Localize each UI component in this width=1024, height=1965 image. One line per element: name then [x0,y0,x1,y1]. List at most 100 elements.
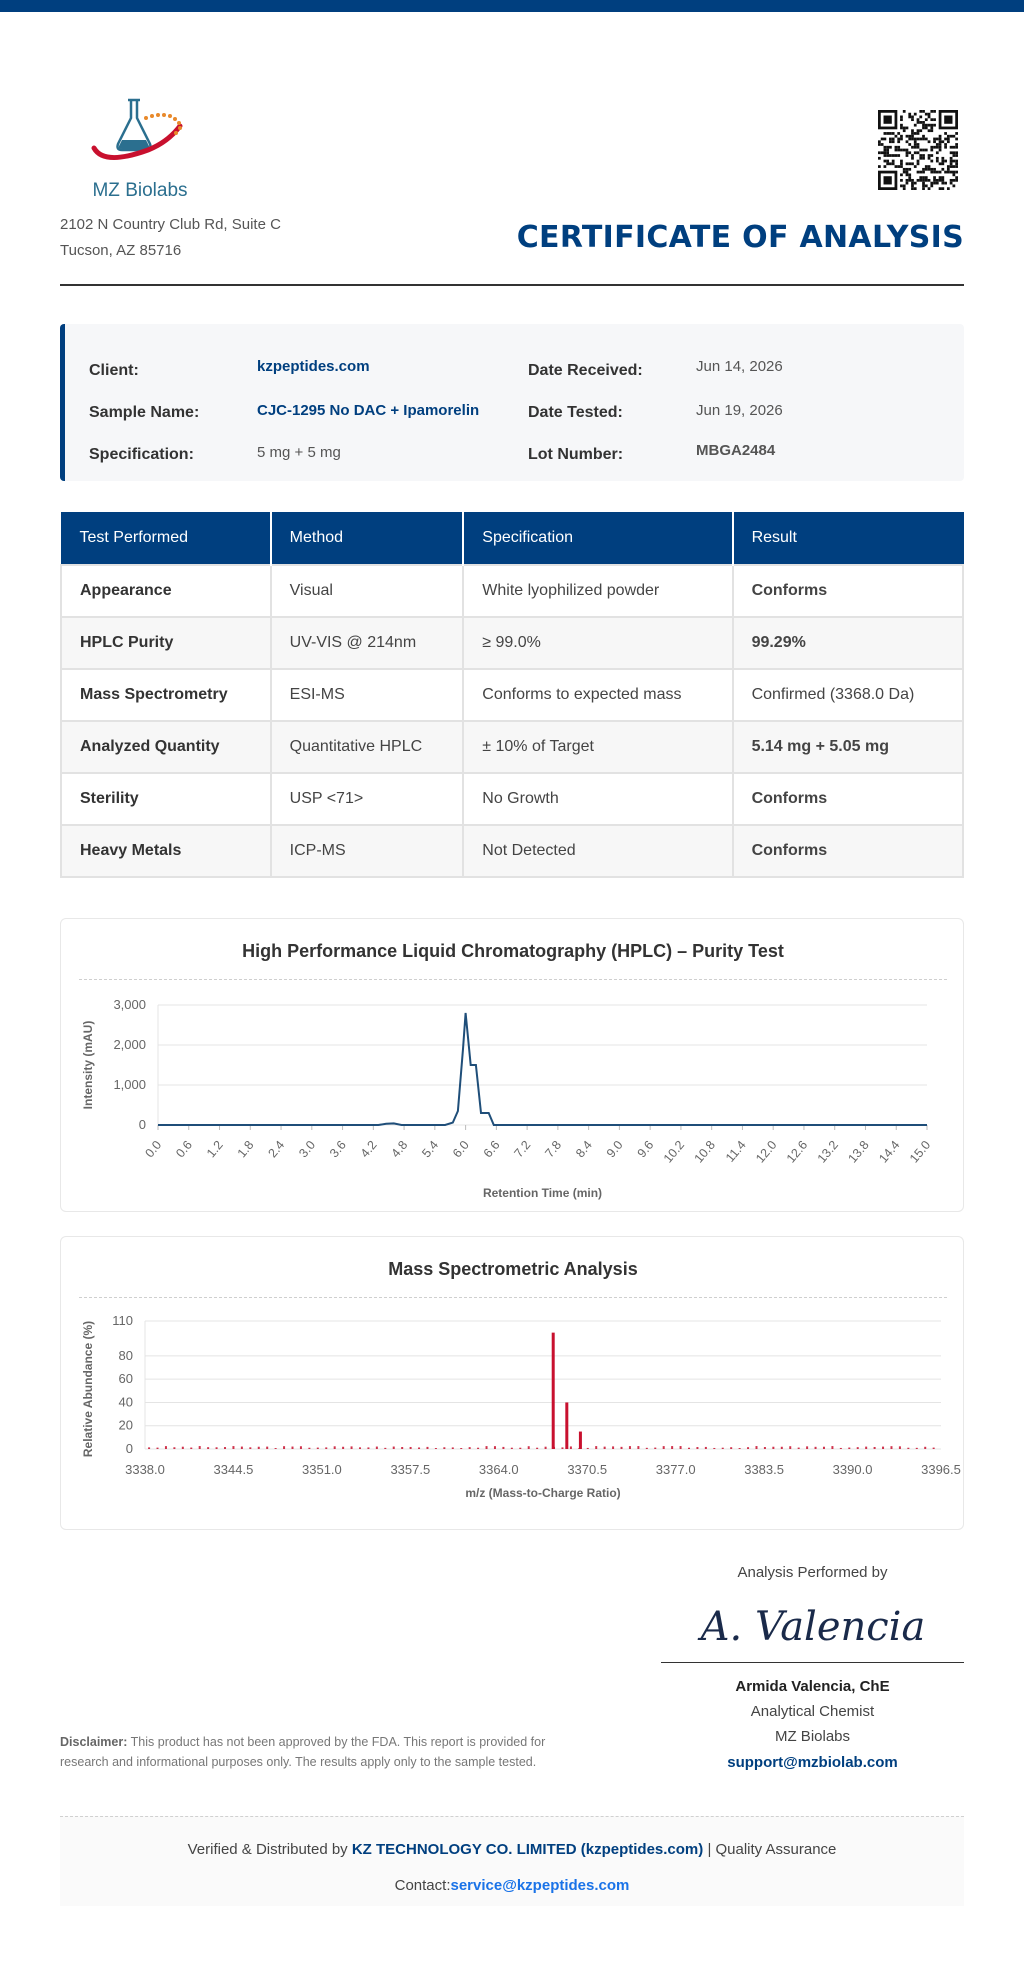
qr-module [891,162,895,166]
qr-module [897,140,901,144]
hplc-chart-card: High Performance Liquid Chromatography (… [60,918,964,1212]
qr-module [955,154,958,157]
qr-module [894,145,898,149]
ms-noise-bar [654,1447,657,1449]
qr-module [933,118,936,122]
ms-noise-bar [451,1447,454,1449]
qr-module [946,165,950,168]
qr-module [908,137,912,141]
qr-module [908,151,912,155]
qr-module [902,148,906,152]
qr-module [952,178,956,182]
ms-noise-bar [890,1446,893,1449]
hplc-y-tick-label: 0 [139,1117,146,1132]
qr-module [935,143,939,146]
ms-noise-bar [485,1446,488,1449]
qr-module [944,159,947,163]
qr-module [894,154,898,157]
qr-module [924,118,928,122]
qr-module [908,134,912,138]
test-cell: Analyzed Quantity [60,719,272,774]
hplc-chart: 0 1,000 2,000 3,000 0.0 0.6 1.2 1.8 2.4 3.0 3.6 4.2… [81,997,933,1200]
ms-noise-bar [375,1446,378,1449]
qr-module [878,151,881,155]
footer-company-link[interactable]: KZ TECHNOLOGY CO. LIMITED (kzpeptides.co… [351,1841,704,1858]
qr-code-icon [878,110,958,190]
qr-module [902,167,906,171]
qr-module [944,170,947,174]
ms-noise-bar [628,1446,631,1449]
qr-module [905,173,909,177]
qr-module [905,151,909,155]
qr-module [883,151,887,155]
ms-chart: 0 20 40 60 80 110 3338.0 3344.5 3351.0 3357.5 3364… [81,1313,961,1500]
ms-noise-bar [215,1447,218,1449]
qr-module [946,140,950,144]
qr-module [927,154,931,157]
qr-module [949,162,953,166]
qr-module [916,121,920,124]
hplc-x-tick-label: 14.4 [876,1138,902,1166]
qr-module [933,145,936,149]
method-cell: ESI-MS [269,667,465,722]
qr-module [922,110,925,113]
qr-module [897,145,901,149]
qr-finder-core [883,115,892,124]
footer-contact-line: Contact:service@kzpeptides.com [60,1877,964,1894]
qr-module [911,187,914,190]
qr-module [886,148,890,152]
qr-module [924,167,928,171]
qr-module [911,115,914,119]
ms-noise-bar [915,1447,918,1449]
qr-module [946,170,950,174]
ms-noise-bar [797,1447,800,1449]
qr-module [952,184,956,188]
support-email-link[interactable]: support@mzbiolab.com [727,1754,898,1771]
qr-module [878,143,881,146]
qr-module [916,129,920,133]
qr-module [900,184,903,188]
ms-noise-bar [493,1446,496,1449]
qr-module [919,176,923,179]
qr-module [927,167,931,171]
ms-x-tick-label: 3357.5 [390,1462,430,1477]
ms-noise-bar [434,1448,437,1449]
hplc-series-line [158,1012,927,1126]
spec-cell: White lyophilized powder [462,563,734,618]
ms-noise-bar [747,1447,750,1449]
hplc-x-tick-label: 6.0 [450,1138,472,1160]
qr-module [908,173,912,177]
ms-noise-bar [325,1447,328,1449]
qr-module [927,165,931,168]
qr-module [927,115,931,119]
qr-module [938,170,942,174]
ms-noise-bar [257,1446,260,1449]
qr-module [938,176,942,179]
qr-module [911,129,914,133]
qr-module [935,156,939,160]
ms-noise-bar [612,1446,615,1449]
ms-noise-bar [401,1447,404,1449]
qr-module [952,154,956,157]
qr-module [913,165,917,168]
qr-module [911,156,914,160]
ms-noise-bar [367,1447,370,1449]
hplc-x-tick-label: 4.8 [388,1138,410,1160]
footer-suffix: | Quality Assurance [707,1841,837,1858]
footer-contact-email[interactable]: service@kzpeptides.com [450,1877,630,1894]
qr-module [949,134,953,138]
ms-noise-bar [662,1446,665,1449]
header-divider [60,284,964,286]
qr-module [886,151,890,155]
result-cell: Confirmed (3368.0 Da) [731,667,965,722]
ms-noise-bar [536,1447,539,1449]
qr-module [924,123,928,127]
ms-noise-bar [924,1446,927,1449]
qr-module [886,145,890,149]
qr-module [946,134,950,138]
qr-module [944,143,947,146]
qr-module [922,154,925,157]
qr-module [905,170,909,174]
footer-verified-line: Verified & Distributed by KZ TECHNOLOGY … [60,1841,964,1858]
qr-module [919,110,923,113]
